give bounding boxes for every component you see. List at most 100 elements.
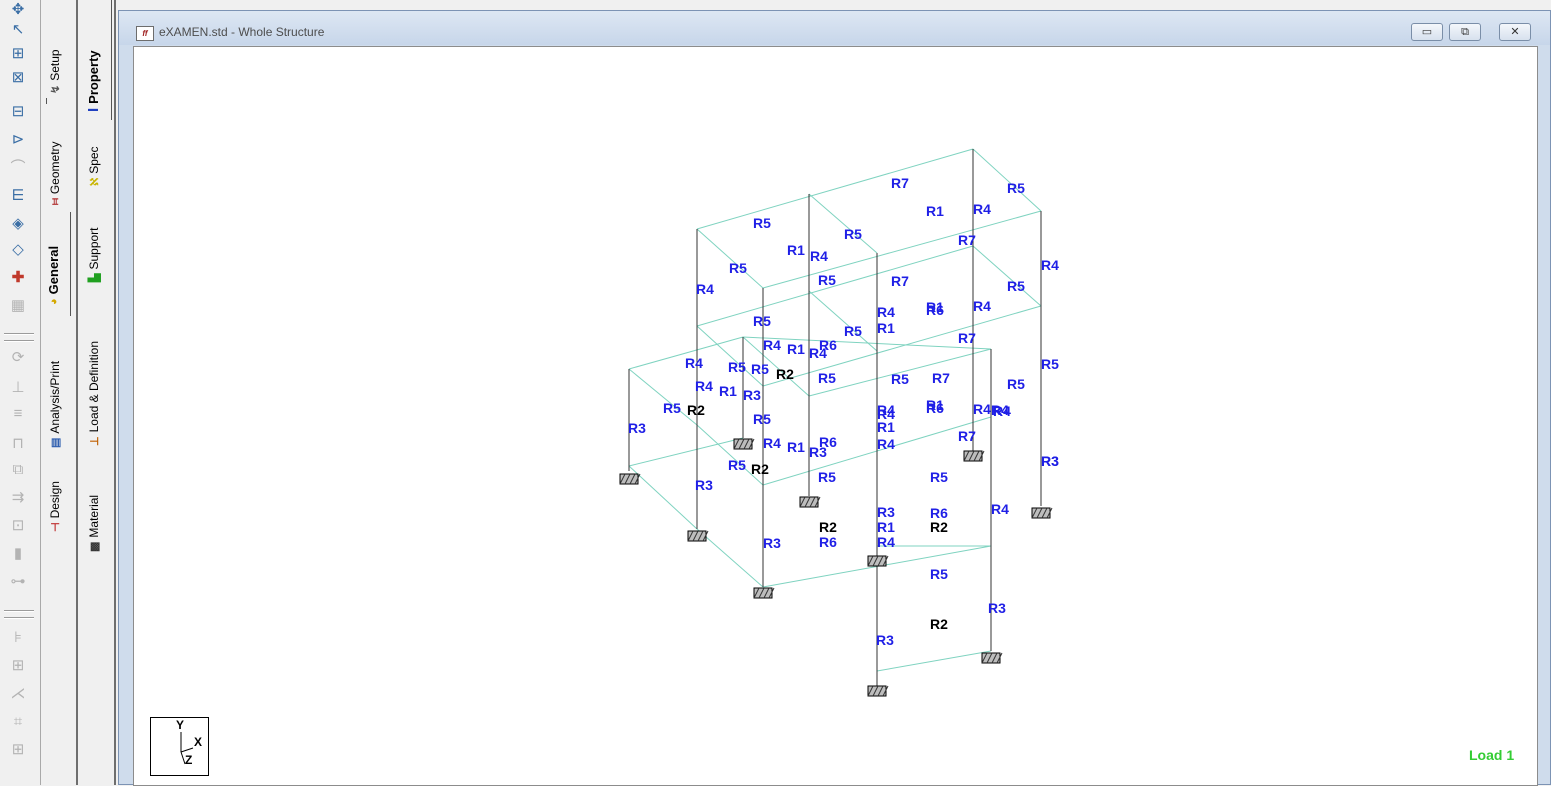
beam-member[interactable]: [696, 228, 764, 289]
beam-member[interactable]: [972, 245, 1042, 307]
triad-x-label: X: [194, 735, 203, 749]
member-property-label: R4: [991, 402, 1009, 418]
beam-member[interactable]: [696, 245, 974, 327]
pan-icon[interactable]: ✥: [11, 1, 25, 18]
member-property-label: R4: [763, 435, 781, 451]
add-beam-icon: ⊶: [10, 573, 26, 590]
triad-y-label: Y: [176, 718, 185, 732]
surface-cursor-icon[interactable]: ⊳: [11, 131, 25, 148]
member-property-label: R3: [809, 444, 827, 460]
minimize-button[interactable]: ▭: [1411, 23, 1443, 41]
page-control-divider: [114, 0, 116, 785]
member-property-label: R6: [926, 400, 944, 416]
member-property-label: R6: [819, 534, 837, 550]
member-property-label: R5: [728, 359, 746, 375]
member-property-label: R5: [753, 411, 771, 427]
fixed-support-icon[interactable]: [981, 652, 1003, 664]
beam-member[interactable]: [628, 465, 698, 530]
beam-member[interactable]: [628, 336, 744, 370]
member-property-label: R6: [819, 434, 837, 450]
tab-support[interactable]: ▙ Support: [87, 227, 101, 283]
add-node-icon[interactable]: ✚: [11, 269, 25, 286]
beam-member[interactable]: [696, 148, 974, 230]
tab-material[interactable]: ▩ Material: [87, 494, 101, 552]
tab-load-definition[interactable]: ⊥ Load & Definition: [87, 341, 101, 446]
fixed-support-icon[interactable]: [619, 473, 641, 485]
geometry-cursor-icon[interactable]: ⋿: [11, 187, 25, 204]
member-property-label: R7: [891, 175, 909, 191]
beam-member[interactable]: [628, 368, 698, 426]
beam-member[interactable]: [808, 348, 992, 397]
nodes-cursor-icon[interactable]: ⊞: [11, 45, 25, 62]
member-property-label: R4: [993, 403, 1011, 419]
beam-member[interactable]: [808, 193, 878, 254]
member-property-label: R4: [973, 401, 991, 417]
fixed-support-icon[interactable]: [687, 530, 709, 542]
tab-setup[interactable]: ↯ Setup: [48, 49, 62, 94]
member-property-label: R3: [763, 535, 781, 551]
member-property-label: R4: [973, 201, 991, 217]
beam-member[interactable]: [742, 336, 810, 397]
member-property-label: R2: [819, 519, 837, 535]
restore-button[interactable]: ⧉: [1449, 23, 1481, 41]
member-property-label: R4: [685, 355, 703, 371]
member-property-label: R1: [877, 419, 895, 435]
window-titlebar[interactable]: ff eXAMEN.std - Whole Structure ▭ ⧉ ✕: [119, 11, 1550, 45]
beam-member[interactable]: [808, 290, 878, 352]
member-property-label: R1: [926, 299, 944, 315]
mesh-icon: ▦: [10, 297, 26, 314]
stretch-icon: ⊡: [11, 517, 25, 534]
fixed-support-icon[interactable]: [867, 685, 889, 697]
member-property-label: R6: [819, 337, 837, 353]
fixed-support-icon[interactable]: [963, 450, 985, 462]
member-property-label: R5: [663, 400, 681, 416]
tab-spec[interactable]: ℵ Spec: [87, 146, 101, 186]
member-property-label: R5: [818, 272, 836, 288]
member-property-label: R4: [1041, 257, 1059, 273]
load-icon: ⊥: [88, 436, 101, 446]
physical-member-icon[interactable]: ◈: [12, 215, 24, 232]
member-property-label: R3: [628, 420, 646, 436]
member-property-label: R4: [877, 402, 895, 418]
beam-member[interactable]: [696, 424, 764, 486]
fixed-support-icon[interactable]: [867, 555, 889, 567]
beam-member[interactable]: [696, 325, 764, 387]
rotate-icon: ⟳: [11, 349, 25, 366]
beam-member[interactable]: [628, 437, 744, 467]
member-property-label: R1: [926, 203, 944, 219]
move-icon: ⇉: [11, 489, 25, 506]
member-property-label: R7: [958, 428, 976, 444]
member-property-label: R4: [763, 337, 781, 353]
select-cursor-icon[interactable]: ↖: [11, 21, 25, 38]
beam-member[interactable]: [972, 148, 1042, 212]
fixed-support-icon[interactable]: [753, 587, 775, 599]
beams-cursor-icon[interactable]: ⊠: [11, 69, 25, 86]
triad-z-label: Z: [185, 753, 193, 767]
support-icon: ▙: [88, 273, 101, 282]
fixed-support-icon[interactable]: [799, 496, 821, 508]
toolbar-separator: [4, 333, 34, 335]
member-property-label: R5: [818, 469, 836, 485]
tab-analysis-print[interactable]: ▤ Analysis/Print: [48, 360, 62, 448]
tab-geometry[interactable]: ⧦ Geometry: [48, 141, 62, 205]
plates-cursor-icon[interactable]: ⊟: [11, 103, 25, 120]
beam-member[interactable]: [696, 528, 764, 588]
parametric-surface-icon[interactable]: ◇: [12, 241, 24, 258]
member-property-label: R4: [991, 501, 1009, 517]
setup-icon: ↯: [49, 84, 62, 94]
fixed-support-icon[interactable]: [733, 438, 755, 450]
beam-member[interactable]: [876, 650, 992, 672]
tab-general[interactable]: ◕ General: [46, 245, 61, 305]
model-viewport[interactable]: R7 R5 R1 R4 R5 R5 R7 R1 R4 R4 R5 R5 R7 R5 R4 R4 R1 R6 R4 R5…: [133, 46, 1538, 786]
split-beam-icon: ⊞: [11, 657, 25, 674]
fixed-support-icon[interactable]: [1031, 507, 1053, 519]
geometry-icon: ⧦: [48, 198, 61, 205]
member-property-label: R4: [696, 281, 714, 297]
tab-property[interactable]: I Property: [85, 50, 102, 112]
tab-design[interactable]: ⊣ Design: [48, 481, 62, 532]
close-button[interactable]: ✕: [1499, 23, 1531, 41]
beam-member[interactable]: [742, 336, 992, 350]
analysis-icon: ▤: [49, 437, 62, 448]
member-property-label: R3: [876, 632, 894, 648]
